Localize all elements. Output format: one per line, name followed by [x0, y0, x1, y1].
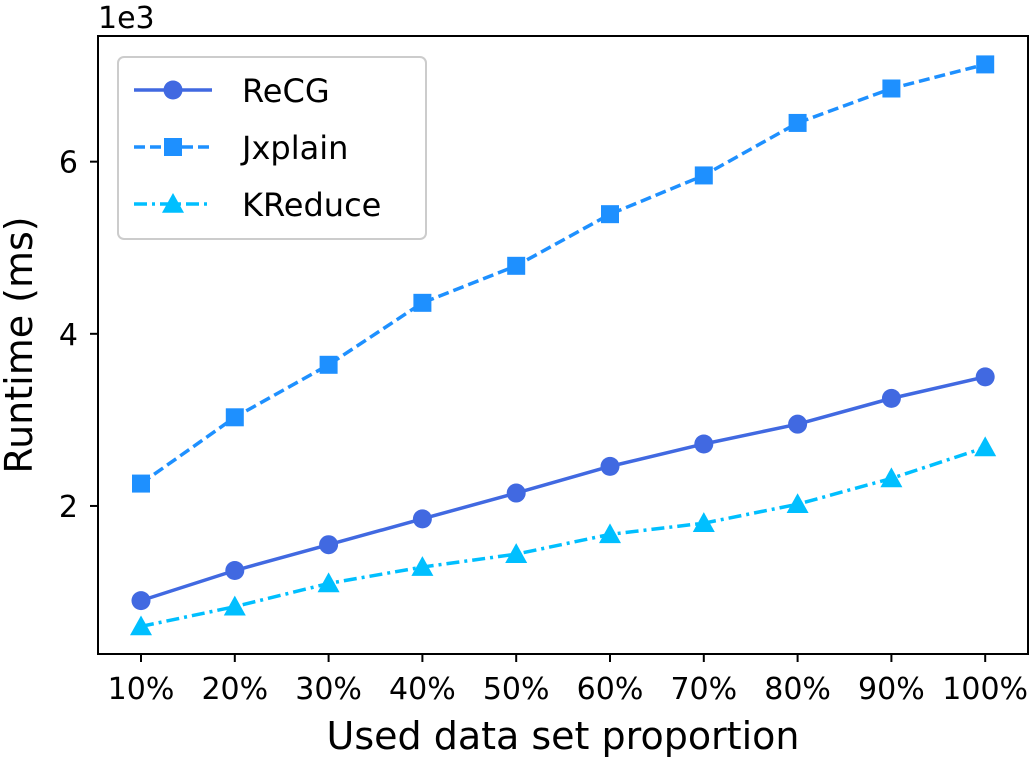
x-axis-title: Used data set proportion	[327, 714, 800, 758]
x-tick-label: 50%	[483, 672, 550, 707]
data-point-jxplain-1	[132, 474, 150, 493]
data-point-jxplain-5	[507, 256, 526, 275]
series-kreduce	[130, 436, 997, 636]
legend-item-jxplain: Jxplain	[134, 129, 348, 167]
data-point-jxplain-9	[882, 79, 901, 98]
data-point-recg-8	[788, 414, 808, 434]
data-point-kreduce-4	[411, 556, 434, 576]
plot-area	[130, 55, 997, 636]
data-point-kreduce-1	[130, 615, 152, 636]
x-tick-label: 70%	[670, 672, 737, 707]
data-point-recg-4	[412, 509, 432, 529]
x-tick-label: 30%	[295, 672, 362, 707]
data-point-kreduce-3	[317, 572, 340, 593]
plot-frame	[97, 35, 1029, 655]
data-point-recg-7	[694, 434, 714, 454]
data-point-recg-2	[225, 561, 245, 581]
data-point-recg-5	[506, 483, 526, 503]
data-point-jxplain-7	[694, 166, 713, 185]
data-point-jxplain-3	[319, 355, 338, 374]
data-point-kreduce-6	[599, 523, 621, 544]
legend-item-recg: ReCG	[134, 72, 330, 110]
legend-box	[117, 56, 427, 240]
legend-label: KReduce	[242, 186, 381, 224]
legend-marker-square	[164, 138, 182, 156]
x-tick-label: 20%	[201, 672, 268, 707]
series-line-recg	[140, 375, 986, 603]
x-tick-label: 80%	[764, 672, 831, 707]
y-scale-label: 1e3	[98, 1, 155, 36]
data-point-jxplain-2	[225, 408, 244, 427]
data-point-recg-10	[975, 367, 995, 387]
series-line-jxplain	[139, 62, 986, 486]
x-tick-label: 40%	[389, 672, 456, 707]
legend-label: ReCG	[242, 72, 330, 110]
y-axis: 2 4 6	[59, 146, 98, 525]
data-point-kreduce-9	[880, 467, 903, 488]
data-point-kreduce-2	[223, 595, 246, 616]
data-point-kreduce-5	[505, 543, 528, 563]
series-recg	[131, 367, 995, 611]
data-point-kreduce-7	[692, 512, 715, 532]
x-tick-label: 10%	[108, 672, 175, 707]
legend: ReCG Jxplain KReduce	[117, 56, 427, 240]
y-tick-label: 6	[59, 146, 78, 181]
data-point-recg-6	[600, 456, 620, 476]
data-point-recg-9	[881, 388, 901, 408]
data-point-jxplain-4	[413, 293, 432, 312]
legend-marker-circle	[163, 80, 183, 100]
y-tick-label: 2	[59, 490, 78, 525]
x-axis: 10% 20% 30% 40% 50% 60% 70% 80% 90% 100%	[108, 654, 1028, 707]
data-point-recg-1	[131, 591, 151, 611]
y-axis-title: Runtime (ms)	[0, 216, 41, 473]
data-point-kreduce-8	[786, 493, 809, 514]
legend-label: Jxplain	[240, 129, 348, 167]
x-tick-label: 100%	[942, 672, 1028, 707]
data-point-jxplain-8	[788, 113, 807, 132]
data-point-jxplain-6	[601, 205, 619, 224]
series-jxplain	[132, 55, 995, 493]
legend-marker-triangle	[162, 193, 184, 213]
x-tick-label: 60%	[577, 672, 644, 707]
data-point-recg-3	[319, 535, 339, 555]
x-tick-label: 90%	[858, 672, 925, 707]
data-point-jxplain-10	[976, 55, 995, 74]
data-point-kreduce-10	[974, 436, 997, 457]
legend-item-kreduce: KReduce	[134, 186, 381, 224]
y-tick-label: 4	[59, 318, 78, 353]
